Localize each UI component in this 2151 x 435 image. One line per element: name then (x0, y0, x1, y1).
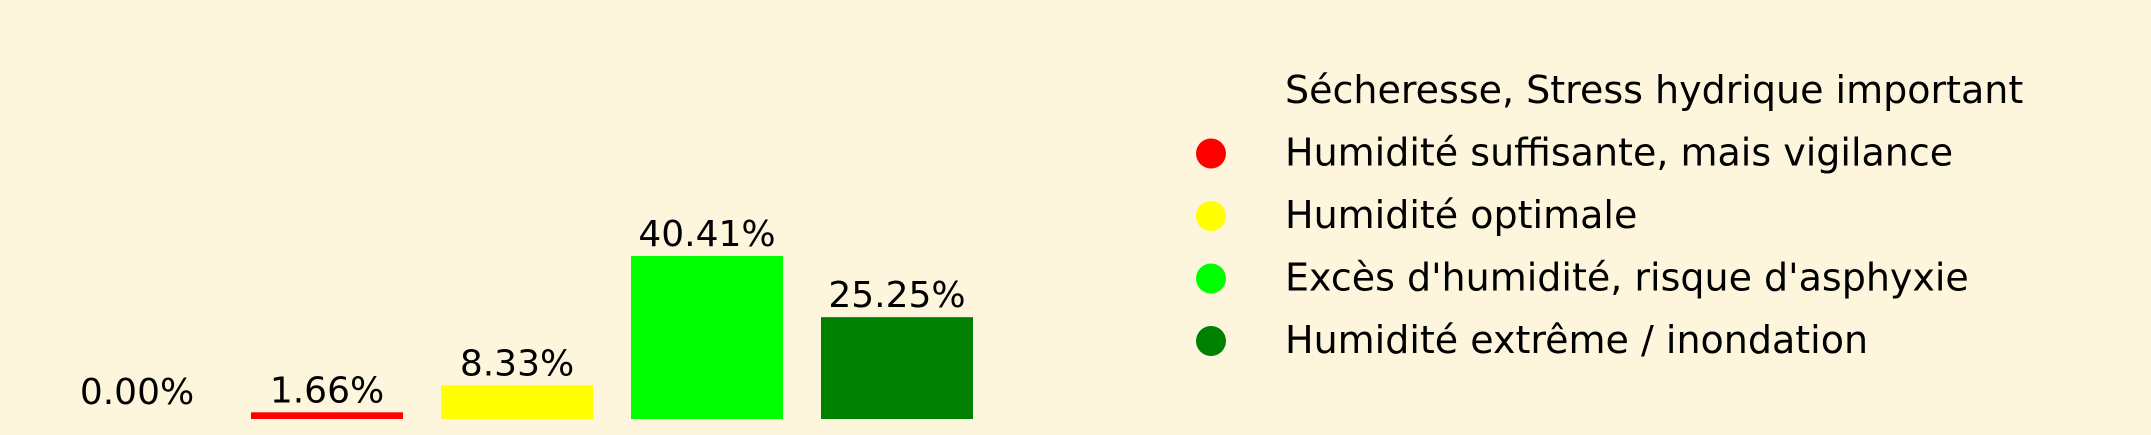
bar-1 (251, 412, 403, 419)
bar-value-label-3: 40.41% (638, 214, 775, 255)
bar-value-label-2: 8.33% (460, 343, 574, 384)
legend-marker-4 (1196, 326, 1226, 356)
legend-marker-1 (1196, 138, 1226, 169)
legend-label-4: Humidité extrême / inondation (1285, 318, 1868, 362)
bar-4 (821, 317, 973, 419)
bar-3 (631, 256, 783, 419)
legend-label-2: Humidité optimale (1285, 193, 1637, 237)
legend-label-3: Excès d'humidité, risque d'asphyxie (1285, 256, 1969, 300)
bar-value-label-0: 0.00% (80, 372, 194, 413)
bar-2 (441, 385, 593, 419)
legend-marker-2 (1196, 201, 1226, 231)
legend-label-1: Humidité suffisante, mais vigilance (1285, 131, 1953, 175)
legend-label-0: Sécheresse, Stress hydrique important (1285, 68, 2023, 112)
bar-value-label-1: 1.66% (270, 370, 384, 411)
legend-marker-0 (1196, 76, 1226, 106)
legend-marker-3 (1196, 263, 1226, 294)
legend: Sécheresse, Stress hydrique important Hum… (1196, 68, 2023, 362)
bars-group: 0.00% 1.66% 8.33% 40.41% 25.25% (80, 214, 973, 419)
bar-value-label-4: 25.25% (828, 275, 965, 316)
